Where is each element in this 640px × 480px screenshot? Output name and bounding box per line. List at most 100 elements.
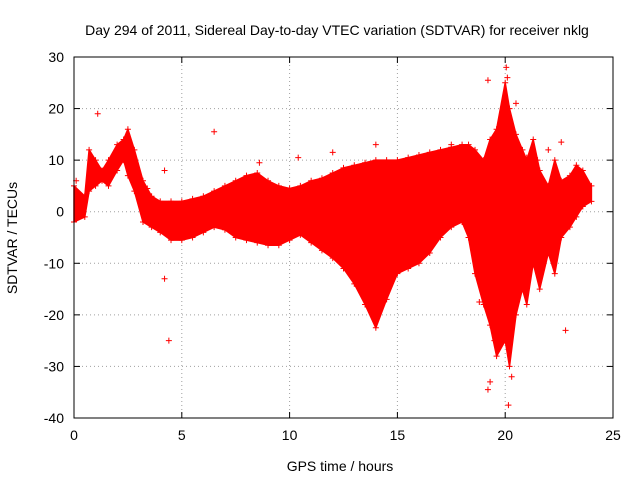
y-tick-label: 0	[56, 204, 64, 220]
y-tick-label: -40	[44, 410, 64, 426]
lower-point	[131, 188, 138, 195]
upper-point	[92, 157, 99, 164]
upper-point	[139, 177, 146, 184]
chart-title: Day 294 of 2011, Sidereal Day-to-day VTE…	[85, 22, 589, 38]
lower-point	[426, 249, 433, 256]
upper-point	[124, 126, 131, 133]
lower-point	[157, 229, 164, 236]
upper-point	[394, 157, 401, 164]
upper-point	[211, 188, 218, 195]
y-tick-label: 10	[48, 152, 64, 168]
upper-point	[232, 177, 239, 184]
lower-point	[415, 260, 422, 267]
lower-point	[558, 234, 565, 241]
upper-point	[329, 170, 336, 177]
upper-point	[536, 167, 543, 174]
upper-point	[545, 182, 552, 189]
lower-point	[536, 286, 543, 293]
upper-point	[383, 157, 390, 164]
upper-point	[551, 157, 558, 164]
upper-point	[480, 157, 487, 164]
outlier-point	[295, 154, 302, 161]
outlier-point	[487, 378, 494, 385]
y-tick-label: 20	[48, 101, 64, 117]
lower-point	[211, 224, 218, 231]
outlier-point	[534, 157, 541, 164]
lower-point	[573, 213, 580, 220]
lower-point	[178, 237, 185, 244]
upper-point	[297, 182, 304, 189]
x-tick-label: 0	[70, 427, 78, 443]
lower-point	[254, 239, 261, 246]
outlier-point	[505, 402, 512, 409]
upper-point	[437, 146, 444, 153]
upper-point	[178, 198, 185, 205]
upper-point	[286, 185, 293, 192]
upper-point	[99, 167, 106, 174]
outlier-point	[448, 141, 455, 148]
upper-point	[340, 164, 347, 171]
lower-point	[530, 260, 537, 267]
lower-point	[487, 322, 494, 329]
lower-point	[275, 242, 282, 249]
upper-point	[168, 198, 175, 205]
outlier-point	[94, 110, 101, 117]
lower-point	[545, 249, 552, 256]
upper-point	[254, 170, 261, 177]
lower-point	[579, 203, 586, 210]
lower-point	[105, 182, 112, 189]
upper-point	[265, 177, 272, 184]
lower-point	[502, 337, 509, 344]
upper-point	[318, 175, 325, 182]
lower-point	[340, 265, 347, 272]
lower-point	[493, 353, 500, 360]
lower-point	[394, 270, 401, 277]
y-tick-label: -20	[44, 307, 64, 323]
upper-point	[351, 162, 358, 169]
x-tick-label: 5	[178, 427, 186, 443]
outlier-point	[558, 139, 565, 146]
upper-point	[221, 182, 228, 189]
upper-point	[114, 141, 121, 148]
upper-point	[502, 79, 509, 86]
upper-point	[131, 146, 138, 153]
upper-point	[512, 131, 519, 138]
y-axis-label: SDTVAR / TECUs	[4, 182, 20, 294]
upper-point	[120, 136, 127, 143]
outlier-point	[508, 373, 515, 380]
outlier-point	[484, 386, 491, 393]
lower-point	[92, 182, 99, 189]
lower-point	[351, 280, 358, 287]
upper-point	[566, 172, 573, 179]
lower-point	[81, 213, 88, 220]
outlier-point	[491, 337, 498, 344]
outlier-point	[144, 185, 151, 192]
x-tick-label: 15	[390, 427, 406, 443]
outlier-point	[165, 337, 172, 344]
lower-point	[506, 363, 513, 370]
outlier-point	[161, 167, 168, 174]
upper-point	[105, 157, 112, 164]
outlier-point	[75, 213, 82, 220]
upper-point	[81, 193, 88, 200]
upper-point	[459, 141, 466, 148]
lower-point	[405, 265, 412, 272]
lower-point	[566, 224, 573, 231]
lower-point	[519, 286, 526, 293]
upper-point	[530, 136, 537, 143]
lower-point	[86, 188, 93, 195]
outlier-point	[523, 154, 530, 161]
lower-point	[124, 172, 131, 179]
upper-point	[308, 177, 315, 184]
outlier-point	[484, 77, 491, 84]
data-points	[71, 64, 595, 409]
lower-point	[114, 167, 121, 174]
upper-point	[487, 136, 494, 143]
upper-point	[506, 105, 513, 112]
lower-point	[372, 324, 379, 331]
lower-point	[523, 301, 530, 308]
lower-point	[362, 301, 369, 308]
upper-point	[426, 149, 433, 156]
upper-point	[415, 151, 422, 158]
lower-point	[168, 237, 175, 244]
